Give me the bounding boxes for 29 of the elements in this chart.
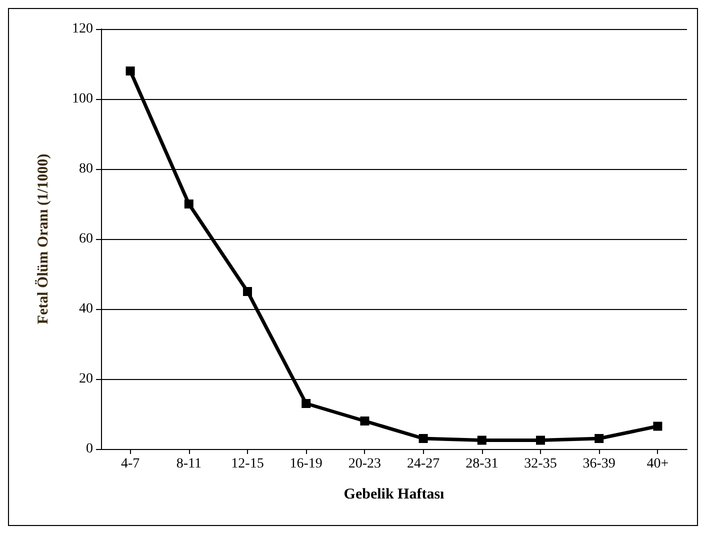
y-tick-label: 40 (79, 302, 93, 316)
x-tick-label: 24-27 (406, 456, 440, 472)
point (477, 436, 486, 445)
point (418, 434, 428, 443)
x-tick-label: 20-23 (348, 456, 382, 472)
y-tick-label: 0 (86, 442, 93, 456)
point (126, 66, 135, 76)
x-axis-title: Gebelik Haftası (344, 486, 444, 502)
y-tick-label: 100 (72, 92, 93, 106)
y-tick-label: 120 (72, 22, 93, 36)
x-tick-label: 4-7 (120, 456, 140, 472)
point (184, 200, 194, 208)
x-tick-label: 28-31 (466, 456, 498, 472)
x-tick-label: 8-11 (176, 456, 202, 472)
point (594, 434, 604, 443)
y-tick-label: 20 (79, 372, 93, 386)
y-tick-label: 80 (79, 162, 93, 176)
y-axis-title: Fetal Ölüm Oranı (1/1000) (34, 154, 52, 324)
y-tick-label: 60 (79, 232, 93, 246)
point (302, 399, 311, 408)
point (653, 422, 662, 431)
x-tick-label: 16-19 (290, 456, 322, 472)
x-tick-label: 40+ (646, 456, 669, 472)
x-tick-label: 12-15 (231, 456, 264, 472)
point (360, 416, 370, 426)
x-tick-label: 32-35 (524, 456, 557, 472)
point (243, 287, 252, 296)
x-tick-label: 36-39 (582, 456, 616, 472)
point (536, 436, 545, 445)
